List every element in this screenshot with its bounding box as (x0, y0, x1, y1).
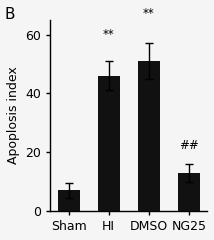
Bar (98, 76, 120, 211)
Text: **: ** (143, 7, 155, 20)
Text: B: B (4, 7, 15, 22)
Bar (178, 173, 200, 211)
Bar (58, 191, 80, 211)
Bar (138, 61, 160, 211)
Text: **: ** (103, 28, 114, 41)
Y-axis label: Apoplosis index: Apoplosis index (7, 67, 20, 164)
Text: ##: ## (179, 139, 199, 152)
